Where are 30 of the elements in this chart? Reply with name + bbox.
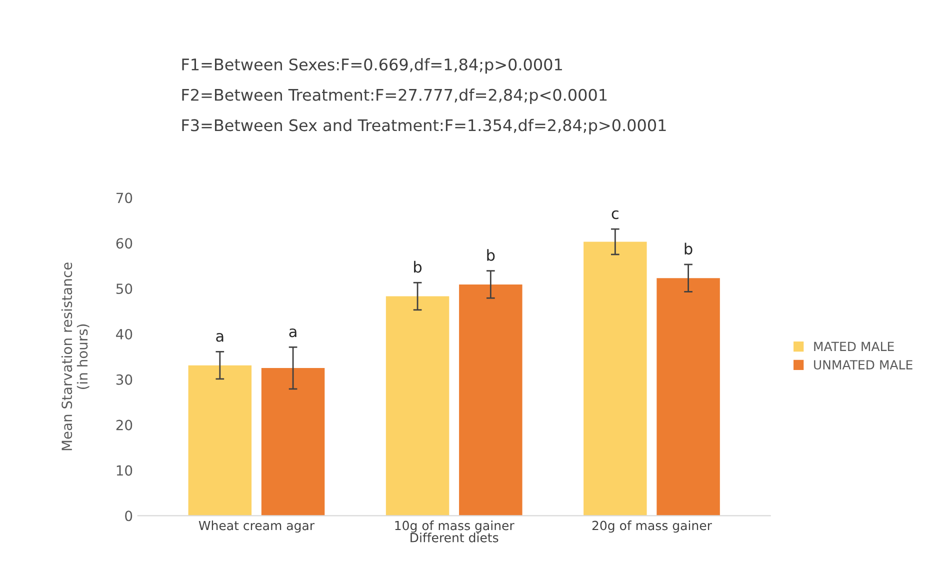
text: F1=Between Sexes:F=0.669,df=1,84;p>0.0001: [182, 58, 562, 74]
bar: [584, 242, 647, 516]
data-label: b: [684, 242, 692, 255]
x-tick-label: Wheat cream agar: [198, 520, 315, 533]
x-tick-label: 10g of mass gainer: [395, 520, 514, 533]
bar: [656, 278, 720, 516]
y-tick-label: 10: [116, 465, 132, 476]
legend-label: MATED MALE: [814, 342, 894, 351]
data-label: b: [414, 260, 422, 273]
y-axis-title: Mean Starvation resistance (in hours): [61, 262, 90, 450]
y-tick-label: 50: [116, 284, 132, 294]
y-tick-label: 30: [116, 374, 132, 385]
y-tick-label: 0: [125, 510, 132, 522]
data-label: a: [216, 333, 224, 342]
y-tick-label: 70: [116, 192, 132, 204]
bar: [261, 368, 325, 516]
data-label: c: [612, 210, 618, 220]
data-label: b: [487, 249, 495, 261]
x-tick-label: 20g of mass gainer: [592, 520, 712, 533]
text: F3=Between Sex and Treatment:F=1.354,df=2,84;p>0.0001: [182, 118, 666, 134]
y-tick-label: 20: [116, 420, 132, 430]
x-axis-title: Different diets: [410, 532, 498, 542]
text: F2=Between Treatment:F=27.777,df=2,84;p<0.0001: [182, 88, 607, 104]
bar: [188, 365, 252, 516]
y-tick-label: 40: [116, 328, 132, 340]
legend-label: UNMATED MALE: [814, 360, 912, 370]
y-tick-label: 60: [116, 238, 132, 249]
bar: [459, 284, 522, 516]
data-label: a: [289, 328, 296, 338]
bar: [386, 296, 450, 516]
